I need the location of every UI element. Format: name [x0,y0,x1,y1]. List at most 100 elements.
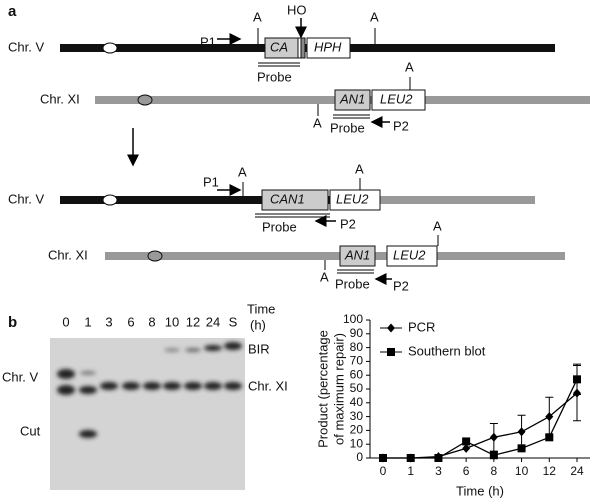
data-point [462,437,471,446]
y-tick-label: 40 [350,395,364,409]
row: Chr. XI AN1 LEU2 A A Probe P2 [40,59,590,135]
data-point [406,454,415,462]
lane-label: 0 [62,314,69,329]
legend-label: PCR [408,319,435,334]
lane-label: 12 [186,314,200,329]
series-line [383,379,578,459]
lane-label: 1 [84,314,91,329]
lane-label: 24 [206,314,220,329]
primer-label: P1 [200,34,216,49]
time-label: Time [247,301,275,316]
gene-label: LEU2 [336,191,369,206]
x-tick-label: 12 [543,464,557,478]
x-tick-label: 1 [407,464,414,478]
lane-label: 8 [148,314,155,329]
data-point [545,412,554,422]
site-label: A [253,9,262,24]
site-label: A [313,115,322,130]
y-tick-label: 10 [350,436,364,450]
gene-label: CA [270,39,288,54]
cut-site [300,37,306,59]
y-tick-label: 70 [350,354,364,368]
site-label: A [320,269,329,284]
chromosome-label: Chr. V [8,39,44,54]
gene-label: LEU2 [380,91,413,106]
site-label: A [433,218,442,233]
lane-labels: 0 1 3 6 8 10 12 24 S [62,314,237,329]
chromosome [105,252,565,260]
x-tick-label: 8 [491,464,498,478]
centromere [137,94,153,106]
data-point [489,451,498,460]
probe-label: Probe [257,69,292,84]
band-label: Cut [20,423,41,438]
panel-label: b [8,314,17,331]
gene-box [329,189,381,211]
chromosome-label: Chr. XI [40,91,80,106]
gel [50,338,245,490]
y-tick-label: 80 [350,340,364,354]
lane-label: 6 [127,314,134,329]
x-tick-label: 0 [380,464,387,478]
time-label: (h) [250,317,266,332]
lane-label: S [229,314,238,329]
band-label: BIR [248,341,270,356]
chromosome [330,196,535,204]
data-point [434,454,443,462]
centromere [102,194,118,206]
legend-marker [387,323,395,333]
site-label: A [370,9,379,24]
y-axis-label: Product (percentage [315,330,330,448]
primer-label: P2 [340,216,356,231]
y-tick-label: 0 [356,450,363,464]
lane-label: 3 [105,314,112,329]
gene-box [334,89,371,111]
y-tick-label: 50 [350,381,364,395]
cut-label: HO [287,2,307,17]
gene-label: CAN1 [270,191,305,206]
data-point [517,427,526,437]
centromere [147,250,163,262]
data-point [379,454,387,462]
centromere [102,42,118,54]
gel-background [50,338,245,490]
data-point [545,433,554,442]
data-point [517,444,526,453]
y-tick-label: 60 [350,367,364,381]
primer-label: P1 [203,174,219,189]
gene-box [386,245,438,267]
site-label: A [355,161,364,176]
y-tick-label: 30 [350,409,364,423]
gene-box [261,189,329,211]
probe-label: Probe [335,276,370,291]
y-axis-label: of maximum repair) [331,333,346,445]
row: Chr. XI AN1 LEU2 A A Probe P2 [48,218,565,293]
panel-label: a [8,3,17,20]
gene-box [371,89,426,111]
probe-label: Probe [262,219,297,234]
y-tick-label: 20 [350,423,364,437]
gene-box [306,37,351,59]
lane-label: 10 [165,314,179,329]
band-label: Chr. V [2,369,38,384]
gene-label: LEU2 [393,247,426,262]
row: Chr. V P1 A A HO CA HPH Probe [8,2,555,84]
probe-label: Probe [330,120,365,135]
band-label: Chr. XI [248,378,288,393]
x-tick-label: 6 [463,464,470,478]
row: Chr. V P1 A CAN1 LEU2 A Probe P2 [8,161,535,234]
chromosome [60,196,330,204]
x-axis-label: Time (h) [456,483,504,498]
data-point [489,432,498,442]
site-label: A [405,59,414,74]
legend-marker [387,348,395,356]
gene-label: HPH [314,39,342,54]
y-tick-label: 90 [350,326,364,340]
gene-label: AN1 [339,91,365,106]
primer-label: P2 [393,278,409,293]
data-point [462,443,471,453]
primer-label: P2 [393,118,409,133]
data-point [573,375,581,384]
